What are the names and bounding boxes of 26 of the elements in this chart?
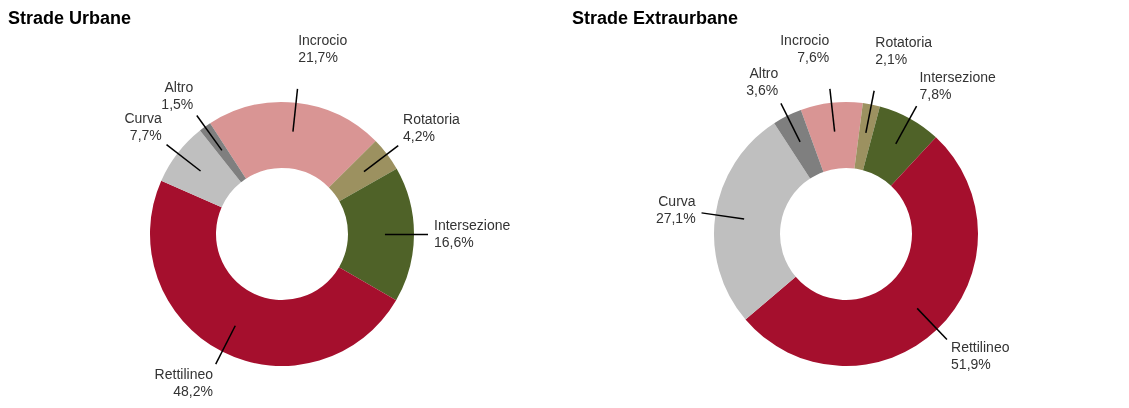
data-label: 48,2%	[173, 382, 213, 399]
data-label: 21,7%	[298, 48, 338, 65]
data-label: 7,8%	[919, 85, 952, 102]
data-label: 2,1%	[875, 51, 908, 68]
slice-label: Intersezione	[434, 216, 511, 233]
slice-label: Rotatoria	[875, 34, 933, 51]
slice-label: Intersezione	[919, 68, 996, 85]
data-label: 16,6%	[434, 233, 474, 250]
data-label: 3,6%	[746, 82, 779, 99]
data-label: 51,9%	[951, 356, 991, 373]
data-label: 7,6%	[797, 48, 830, 65]
data-label: 27,1%	[655, 209, 696, 226]
slice-label: Altro	[749, 65, 779, 82]
slice-label: Rettilineo	[154, 365, 214, 382]
slice-label: Incrocio	[298, 31, 348, 48]
data-label: 7,7%	[129, 127, 162, 144]
data-label: 4,2%	[403, 128, 435, 145]
slice-label: Rettilineo	[951, 339, 1010, 356]
slice-label: Rotatoria	[403, 111, 461, 128]
slice-label: Curva	[124, 110, 162, 127]
chart-title: Strade Urbane	[8, 7, 132, 28]
chart-title: Strade Extraurbane	[572, 7, 739, 28]
slice-label: Curva	[658, 192, 696, 209]
data-label: 1,5%	[161, 95, 194, 112]
slice-label: Altro	[164, 78, 194, 95]
slice-label: Incrocio	[780, 31, 830, 48]
